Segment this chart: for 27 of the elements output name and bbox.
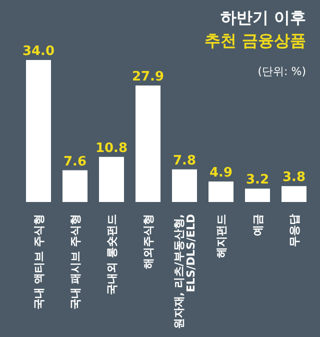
bar <box>245 188 270 202</box>
data-label: 7.8 <box>172 153 196 168</box>
x-tick-label: 해외주식형 <box>142 214 155 269</box>
x-tick-label: 무응답 <box>288 214 301 247</box>
data-label: 7.6 <box>63 154 87 170</box>
x-tick-label: 국내외 롱숏펀드 <box>105 214 118 295</box>
data-label: 3.2 <box>246 172 270 188</box>
bar <box>26 60 51 202</box>
data-label: 10.8 <box>95 140 128 156</box>
x-tick-label: 국내 패시브 주식형 <box>68 214 82 310</box>
x-tick-label: 예금 <box>251 214 264 236</box>
x-tick-label: 헤지펀드 <box>214 214 228 258</box>
data-label: 34.0 <box>22 44 55 59</box>
bar <box>282 186 306 202</box>
bar <box>172 169 197 202</box>
bar <box>208 182 234 202</box>
data-label: 27.9 <box>132 69 164 84</box>
data-label: 4.9 <box>209 166 233 181</box>
bar <box>136 85 160 202</box>
x-tick-label: 국내 액티브 주식형 <box>32 214 46 310</box>
data-label: 3.8 <box>282 170 306 186</box>
x-tick-label: 원자재, 리츠/부동산형, ELS/DLS/ELD <box>172 214 198 330</box>
bar <box>62 170 88 202</box>
chart-title: 하반기 이후 <box>219 8 306 29</box>
bar <box>99 156 124 202</box>
annotation: (단위: %) <box>256 64 306 79</box>
chart-subtitle: 추천 금융상품 <box>204 31 306 52</box>
